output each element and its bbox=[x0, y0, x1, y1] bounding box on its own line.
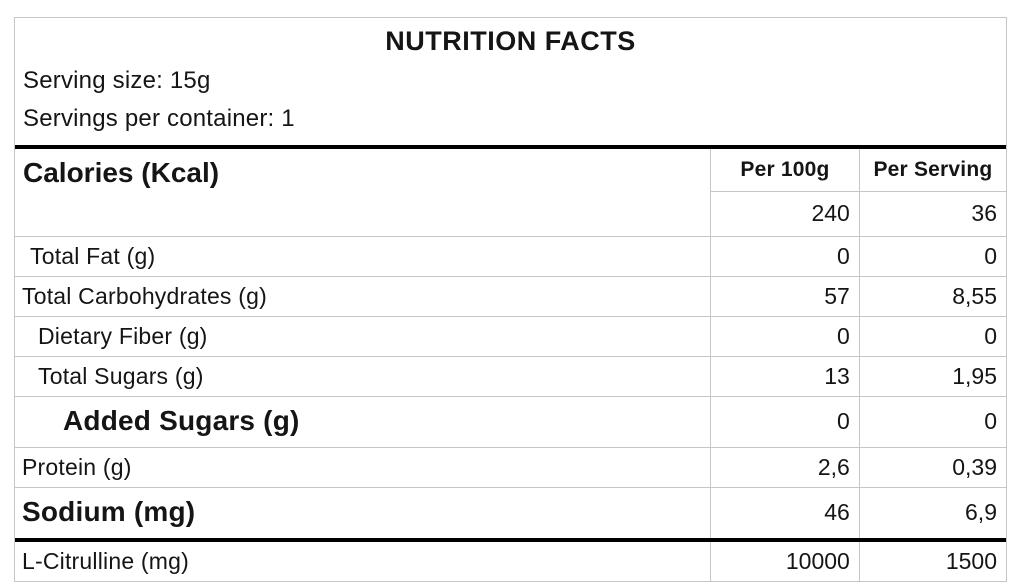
nutrient-row: Added Sugars (g) 0 0 bbox=[15, 396, 1006, 448]
nutrient-row: L-Citrulline (mg) 10000 1500 bbox=[15, 538, 1006, 581]
nutrient-per-serving-value: 0 bbox=[858, 236, 1006, 277]
label-header-block: NUTRITION FACTS Serving size: 15g Servin… bbox=[15, 18, 1006, 149]
nutrient-per-100g-value: 2,6 bbox=[710, 447, 860, 488]
nutrient-per-100g-value: 0 bbox=[710, 316, 860, 357]
nutrient-per-100g-value: 57 bbox=[710, 276, 860, 317]
calories-values-row: 240 36 bbox=[15, 191, 1006, 237]
column-header-per-100g: Per 100g bbox=[710, 149, 860, 192]
nutrient-per-100g-value: 0 bbox=[710, 236, 860, 277]
nutrient-per-serving-value: 8,55 bbox=[858, 276, 1006, 317]
nutrient-per-100g-value: 0 bbox=[710, 396, 860, 448]
nutrient-per-100g-value: 10000 bbox=[710, 538, 860, 581]
nutrient-per-serving-value: 0 bbox=[858, 316, 1006, 357]
calories-header-row: Calories (Kcal) Per 100g Per Serving bbox=[15, 149, 1006, 237]
nutrient-per-serving-value: 6,9 bbox=[858, 487, 1006, 541]
nutrition-facts-title: NUTRITION FACTS bbox=[385, 26, 636, 56]
nutrient-row: Protein (g) 2,6 0,39 bbox=[15, 447, 1006, 488]
nutrient-row: Total Carbohydrates (g) 57 8,55 bbox=[15, 276, 1006, 317]
nutrient-row: Dietary Fiber (g) 0 0 bbox=[15, 316, 1006, 357]
nutrient-label: Dietary Fiber (g) bbox=[15, 316, 712, 357]
nutrient-row: Sodium (mg) 46 6,9 bbox=[15, 487, 1006, 541]
nutrient-per-100g-value: 13 bbox=[710, 356, 860, 397]
calories-per-100g-value: 240 bbox=[710, 191, 860, 237]
calories-label: Calories (Kcal) bbox=[15, 149, 712, 237]
nutrient-label: Sodium (mg) bbox=[15, 487, 712, 541]
nutrition-facts-panel: NUTRITION FACTS Serving size: 15g Servin… bbox=[14, 17, 1007, 582]
nutrient-per-serving-value: 1,95 bbox=[858, 356, 1006, 397]
nutrient-rows: Calories (Kcal) Per 100g Per Serving 240… bbox=[15, 149, 1006, 581]
nutrient-per-serving-value: 1500 bbox=[858, 538, 1006, 581]
nutrient-label: Total Fat (g) bbox=[15, 236, 712, 277]
nutrient-label: Added Sugars (g) bbox=[15, 396, 712, 448]
nutrient-label: Total Carbohydrates (g) bbox=[15, 276, 712, 317]
nutrient-label: L-Citrulline (mg) bbox=[15, 538, 712, 581]
servings-per-container-text: Servings per container: 1 bbox=[23, 105, 295, 132]
nutrition-table: Calories (Kcal) Per 100g Per Serving 240… bbox=[15, 149, 1006, 581]
nutrient-row: Total Sugars (g) 13 1,95 bbox=[15, 356, 1006, 397]
nutrient-per-100g-value: 46 bbox=[710, 487, 860, 541]
nutrient-row: Total Fat (g) 0 0 bbox=[15, 236, 1006, 277]
nutrient-label: Total Sugars (g) bbox=[15, 356, 712, 397]
column-header-per-serving: Per Serving bbox=[858, 149, 1006, 192]
nutrient-per-serving-value: 0 bbox=[858, 396, 1006, 448]
serving-size-text: Serving size: 15g bbox=[23, 67, 211, 94]
calories-per-serving-value: 36 bbox=[858, 191, 1006, 237]
nutrient-per-serving-value: 0,39 bbox=[858, 447, 1006, 488]
nutrient-label: Protein (g) bbox=[15, 447, 712, 488]
